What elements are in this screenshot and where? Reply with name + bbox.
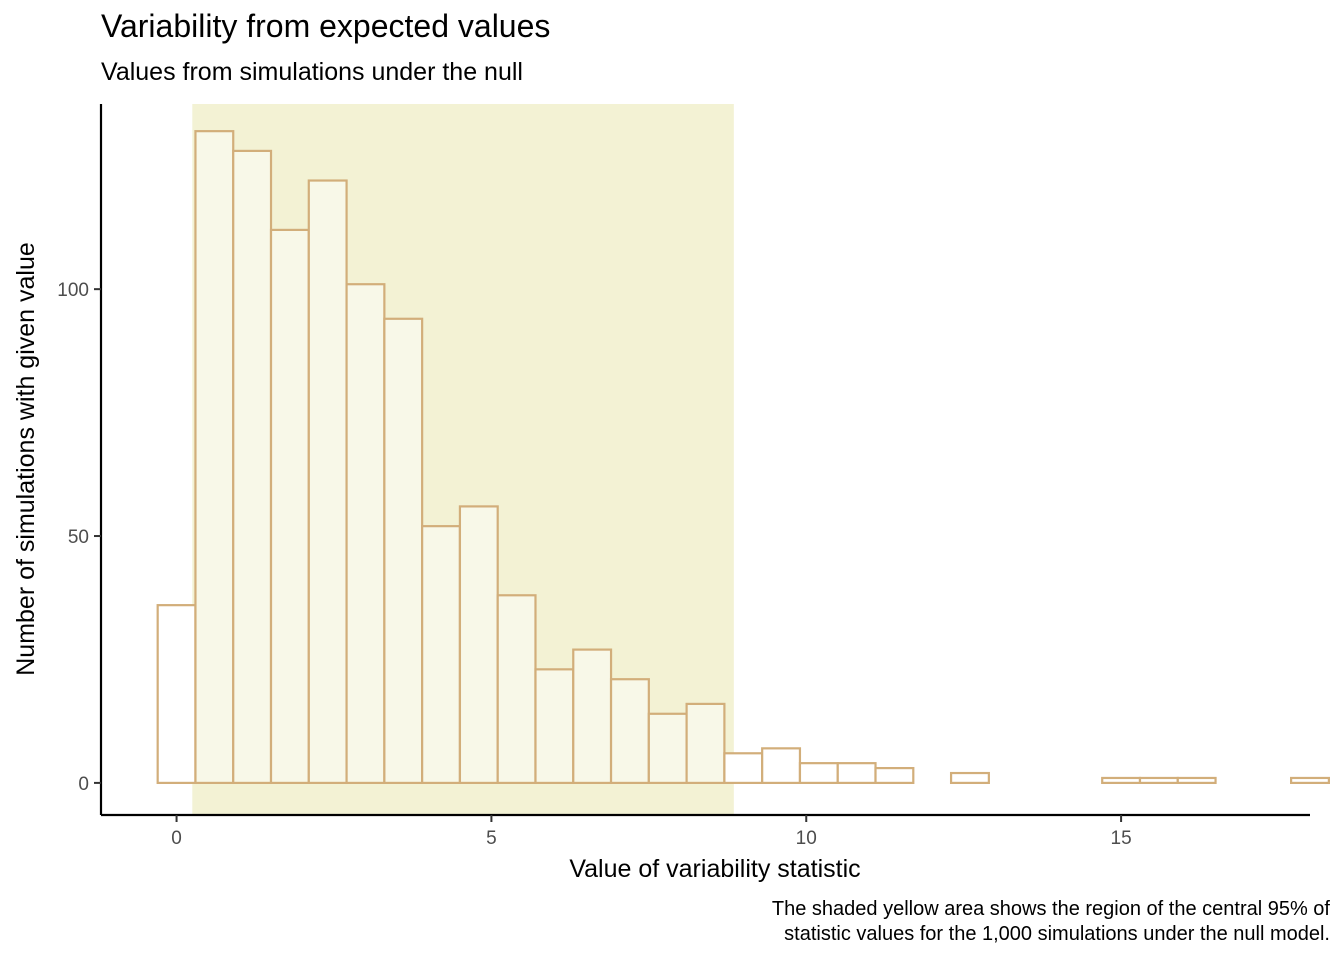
x-tick-label: 0 [171, 828, 182, 849]
histogram-bar [1138, 776, 1179, 785]
histogram-bar [232, 149, 273, 785]
histogram-bar [874, 766, 915, 785]
histogram-bar [572, 648, 613, 785]
y-axis-title: Number of simulations with given value [12, 242, 40, 676]
axes: 0 5 10 15 0 50 100 [57, 104, 1310, 849]
caption: The shaded yellow area shows the region … [772, 897, 1330, 947]
histogram-bar [1290, 776, 1330, 785]
histogram-bar [609, 678, 650, 785]
histogram-bar [421, 525, 462, 785]
x-tick-label: 10 [796, 828, 817, 849]
histogram-bar [345, 283, 386, 785]
histogram-bar [194, 130, 235, 785]
histogram-bar [723, 752, 764, 785]
histogram-bar [1101, 776, 1142, 785]
histogram-bar [458, 505, 499, 785]
x-tick-label: 15 [1111, 828, 1132, 849]
y-tick-label: 0 [78, 774, 89, 795]
histogram-bar [307, 179, 348, 785]
histogram-bar [1176, 776, 1217, 785]
histogram-bar [647, 712, 688, 785]
x-axis-title: Value of variability statistic [569, 855, 860, 883]
histogram-bar [156, 604, 197, 785]
histogram-bar [949, 771, 990, 785]
histogram-bar [836, 762, 877, 785]
histogram-bars [156, 130, 1330, 785]
caption-line-1: The shaded yellow area shows the region … [771, 898, 1330, 920]
histogram-bar [383, 317, 424, 785]
chart-subtitle: Values from simulations under the null [101, 58, 523, 86]
chart-title: Variability from expected values [101, 8, 551, 44]
histogram-bar [761, 747, 802, 785]
y-tick-label: 100 [57, 280, 89, 301]
histogram-bar [496, 594, 537, 785]
histogram-bar [685, 702, 726, 785]
histogram-bar [534, 668, 575, 785]
histogram-bar [798, 762, 839, 785]
caption-line-2: statistic values for the 1,000 simulatio… [784, 923, 1330, 945]
x-tick-label: 5 [486, 828, 497, 849]
histogram-bar [269, 228, 310, 785]
y-tick-label: 50 [68, 527, 89, 548]
